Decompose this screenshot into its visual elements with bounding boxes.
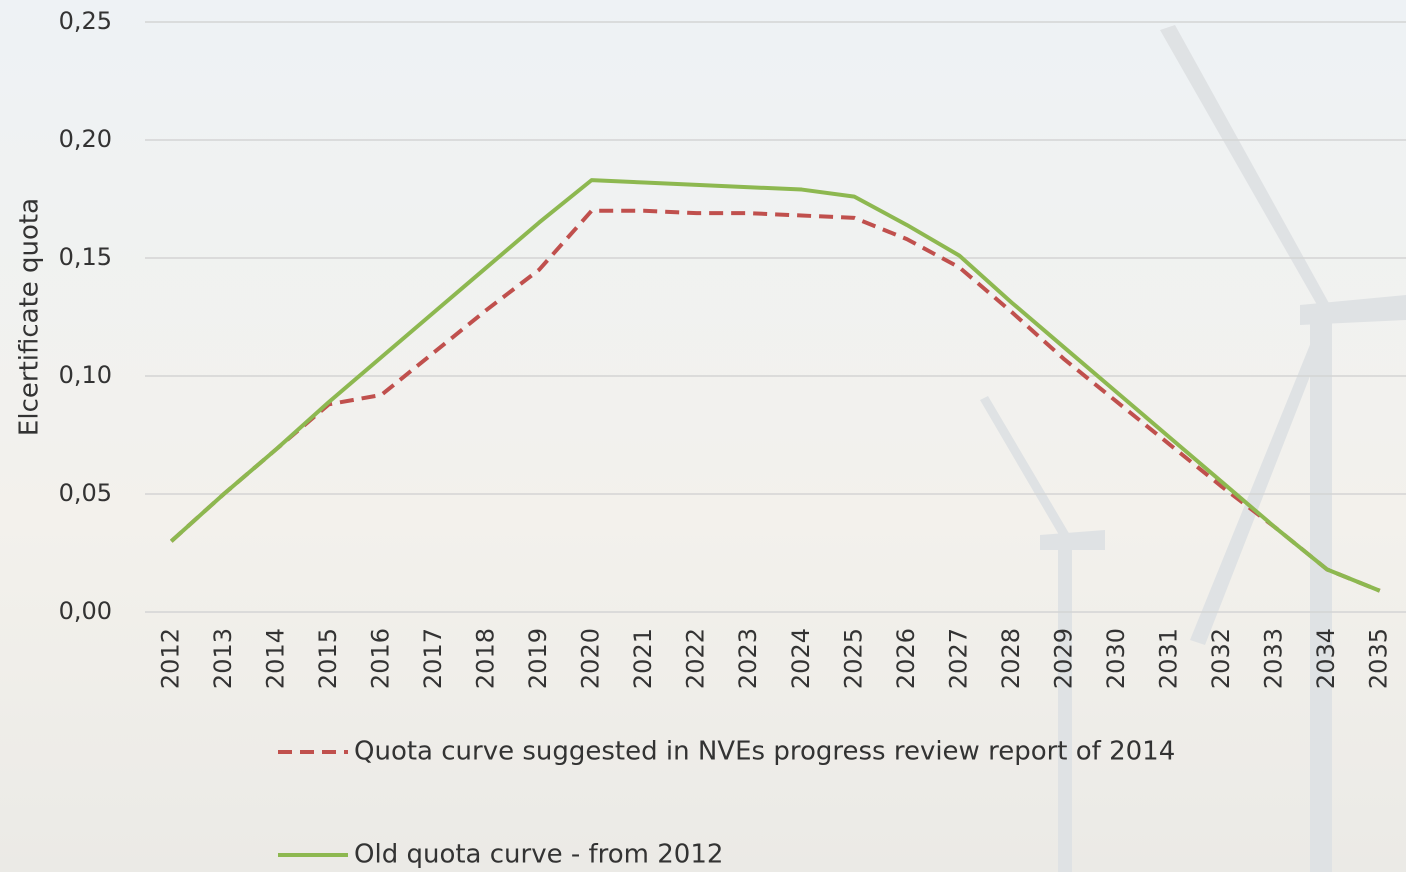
x-tick-label: 2026 <box>892 628 920 689</box>
x-tick-label: 2023 <box>734 628 762 689</box>
x-tick-label: 2021 <box>629 628 657 689</box>
x-tick-label: 2030 <box>1102 628 1130 689</box>
x-tick-label: 2012 <box>156 628 184 689</box>
x-tick-label: 2035 <box>1365 628 1393 689</box>
x-tick-label: 2033 <box>1260 628 1288 689</box>
x-tick-label: 2031 <box>1155 628 1183 689</box>
x-tick-label: 2013 <box>209 628 237 689</box>
x-tick-label: 2018 <box>472 628 500 689</box>
y-axis-label: Elcertificate quota <box>15 198 45 436</box>
chart: Elcertificate quota 0,00 0,05 0,10 0,15 0,20… <box>0 0 1406 872</box>
x-tick-label: 2029 <box>1049 628 1077 689</box>
y-tick-label: 0,00 <box>59 597 112 625</box>
x-tick-label: 2027 <box>944 628 972 689</box>
y-tick-label: 0,05 <box>59 479 112 507</box>
x-tick-label: 2014 <box>261 628 289 689</box>
x-tick-label: 2022 <box>682 628 710 689</box>
y-tick-label: 0,20 <box>59 125 112 153</box>
x-tick-label: 2020 <box>577 628 605 689</box>
x-tick-label: 2028 <box>997 628 1025 689</box>
x-tick-label: 2024 <box>787 628 815 689</box>
x-tick-label: 2019 <box>524 628 552 689</box>
legend-label: Old quota curve - from 2012 <box>354 840 723 870</box>
x-tick-label: 2016 <box>366 628 394 689</box>
x-tick-label: 2032 <box>1207 628 1235 689</box>
x-tick-label: 2034 <box>1312 628 1340 689</box>
y-tick-label: 0,10 <box>59 361 112 389</box>
x-tick-label: 2015 <box>314 628 342 689</box>
x-tick-label: 2017 <box>419 628 447 689</box>
legend-label: Quota curve suggested in NVEs progress r… <box>354 737 1175 767</box>
x-tick-label: 2025 <box>839 628 867 689</box>
y-tick-label: 0,25 <box>59 7 112 35</box>
y-tick-label: 0,15 <box>59 243 112 271</box>
